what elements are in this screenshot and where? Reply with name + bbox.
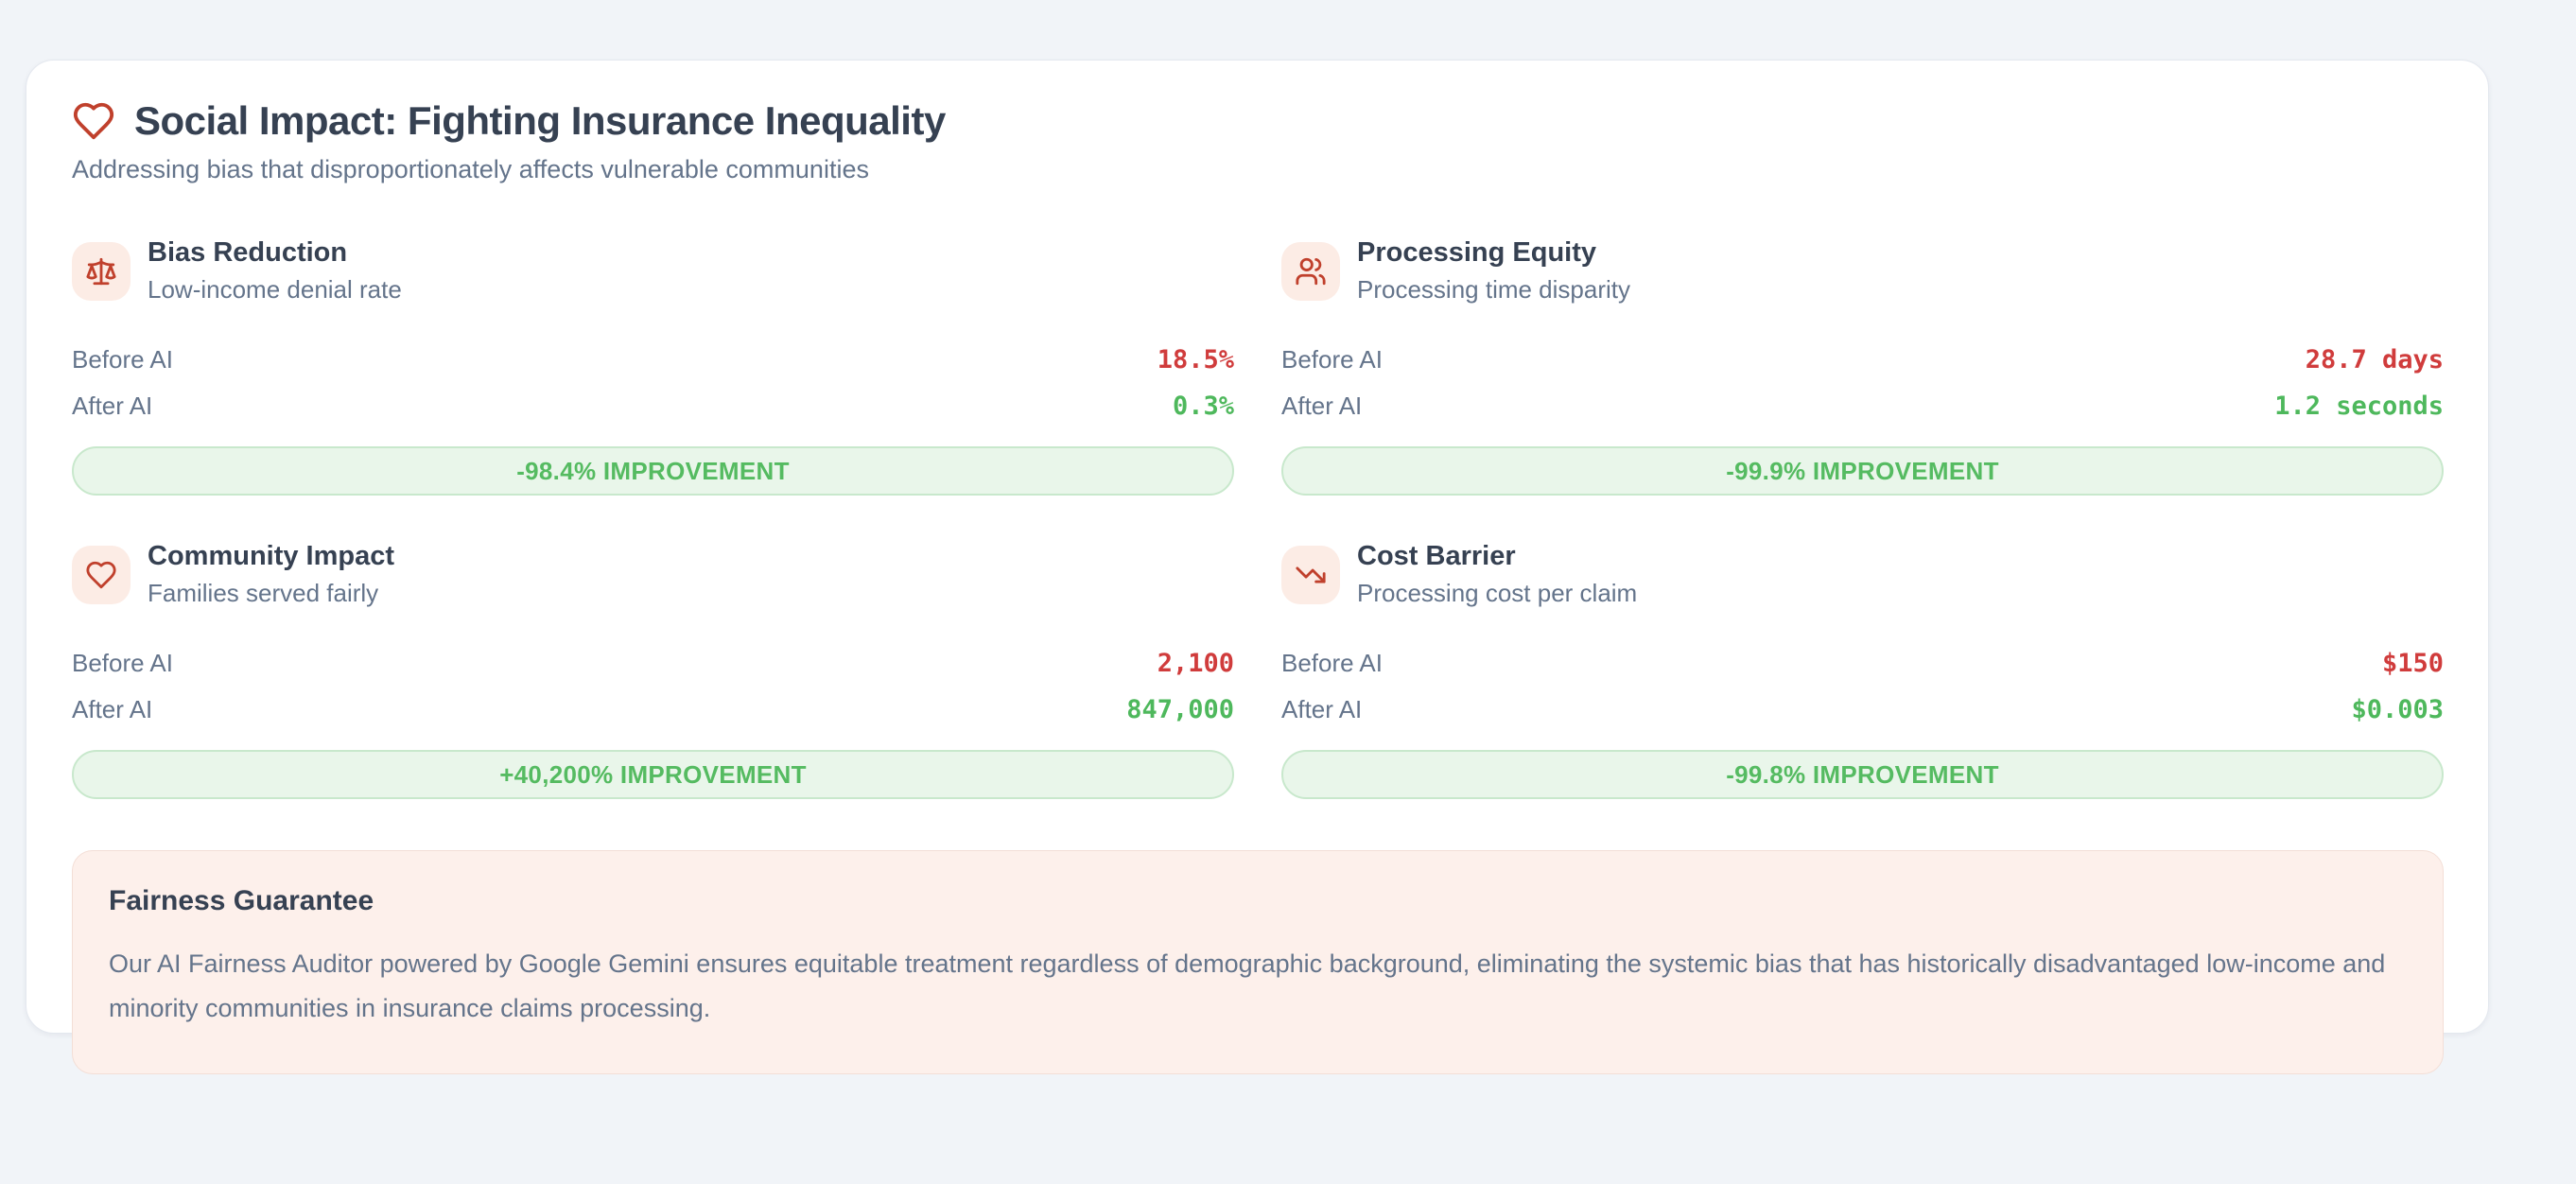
metric-subtitle: Processing cost per claim [1357, 579, 1638, 607]
metric-head-text: Processing Equity Processing time dispar… [1357, 237, 1630, 305]
before-ai-value: 28.7 days [2305, 345, 2444, 374]
after-ai-value: 847,000 [1126, 695, 1234, 724]
page-subtitle: Addressing bias that disproportionately … [72, 155, 869, 183]
metric-head: Processing Equity Processing time dispar… [1281, 237, 2444, 305]
fairness-body: Our AI Fairness Auditor powered by Googl… [109, 949, 2386, 1023]
before-ai-label: Before AI [72, 345, 173, 374]
before-ai-value: 18.5% [1157, 345, 1234, 374]
metric-subtitle: Families served fairly [148, 579, 379, 607]
after-ai-row: After AI 847,000 [72, 687, 1234, 733]
metric-card-community-impact: Community Impact Families served fairly … [72, 541, 1234, 799]
metric-title: Cost Barrier [1357, 541, 1516, 571]
social-impact-panel: Social Impact: Fighting Insurance Inequa… [26, 60, 2489, 1074]
trending-down-icon [1296, 566, 1326, 583]
users-icon [1296, 257, 1326, 285]
before-ai-row: Before AI 28.7 days [1281, 337, 2444, 383]
before-ai-value: $150 [2381, 649, 2444, 678]
metric-card-cost-barrier: Cost Barrier Processing cost per claim B… [1281, 541, 2444, 799]
metric-card-bias-reduction: Bias Reduction Low-income denial rate Be… [72, 237, 1234, 496]
metrics-grid: Bias Reduction Low-income denial rate Be… [72, 237, 2444, 799]
metric-subtitle: Low-income denial rate [148, 275, 402, 304]
metric-stats: Before AI 2,100 After AI 847,000 [72, 640, 1234, 733]
fairness-guarantee-box: Fairness Guarantee Our AI Fairness Audit… [72, 850, 2444, 1074]
after-ai-label: After AI [1281, 392, 1363, 420]
metric-stats: Before AI $150 After AI $0.003 [1281, 640, 2444, 733]
fairness-title: Fairness Guarantee [109, 885, 374, 916]
icon-chip [1281, 545, 1340, 604]
scale-icon [86, 257, 116, 285]
after-ai-label: After AI [72, 392, 153, 420]
before-ai-label: Before AI [1281, 649, 1383, 677]
icon-chip [72, 241, 131, 301]
metric-head-text: Community Impact Families served fairly [148, 541, 394, 608]
page-title: Social Impact: Fighting Insurance Inequa… [134, 98, 946, 143]
before-ai-label: Before AI [1281, 345, 1383, 374]
metric-title: Community Impact [148, 541, 395, 571]
before-ai-value: 2,100 [1157, 649, 1234, 678]
metric-head: Bias Reduction Low-income denial rate [72, 237, 1234, 305]
improvement-badge: -98.4% IMPROVEMENT [72, 446, 1234, 496]
before-ai-row: Before AI 18.5% [72, 337, 1234, 383]
metric-stats: Before AI 28.7 days After AI 1.2 seconds [1281, 337, 2444, 429]
metric-card-processing-equity: Processing Equity Processing time dispar… [1281, 237, 2444, 496]
after-ai-label: After AI [72, 695, 153, 723]
metric-head: Cost Barrier Processing cost per claim [1281, 541, 2444, 608]
before-ai-row: Before AI 2,100 [72, 640, 1234, 687]
after-ai-row: After AI 1.2 seconds [1281, 383, 2444, 429]
metric-head-text: Bias Reduction Low-income denial rate [148, 237, 402, 305]
after-ai-label: After AI [1281, 695, 1363, 723]
improvement-badge: -99.9% IMPROVEMENT [1281, 446, 2444, 496]
after-ai-value: 1.2 seconds [2274, 392, 2444, 421]
metric-subtitle: Processing time disparity [1357, 275, 1630, 304]
metric-head-text: Cost Barrier Processing cost per claim [1357, 541, 1637, 608]
metric-stats: Before AI 18.5% After AI 0.3% [72, 337, 1234, 429]
icon-chip [72, 545, 131, 604]
heart-icon [73, 102, 114, 140]
panel-header: Social Impact: Fighting Insurance Inequa… [72, 98, 2444, 144]
improvement-badge: -99.8% IMPROVEMENT [1281, 750, 2444, 799]
heart-icon [86, 561, 116, 588]
after-ai-value: 0.3% [1172, 392, 1234, 421]
metric-title: Bias Reduction [148, 237, 348, 268]
after-ai-row: After AI $0.003 [1281, 687, 2444, 733]
after-ai-row: After AI 0.3% [72, 383, 1234, 429]
metric-title: Processing Equity [1357, 237, 1597, 268]
icon-chip [1281, 241, 1340, 301]
metric-head: Community Impact Families served fairly [72, 541, 1234, 608]
improvement-badge: +40,200% IMPROVEMENT [72, 750, 1234, 799]
before-ai-label: Before AI [72, 649, 173, 677]
after-ai-value: $0.003 [2351, 695, 2444, 724]
before-ai-row: Before AI $150 [1281, 640, 2444, 687]
